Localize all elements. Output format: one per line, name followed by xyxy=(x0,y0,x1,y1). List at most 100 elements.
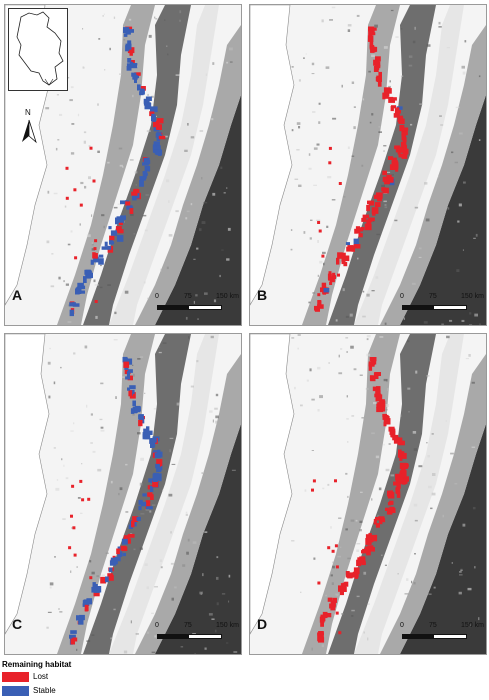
lost-habitat-cell xyxy=(373,65,379,72)
lost-habitat-cell xyxy=(376,386,381,394)
relief-texture xyxy=(185,217,188,220)
relief-texture xyxy=(190,136,195,139)
lost-habitat-cell xyxy=(373,519,377,525)
lost-habitat-cell xyxy=(398,449,402,456)
relief-texture xyxy=(221,249,224,251)
relief-texture xyxy=(450,452,454,455)
relief-texture xyxy=(360,491,363,493)
relief-texture xyxy=(297,347,299,350)
relief-texture xyxy=(223,192,226,194)
relief-texture xyxy=(471,381,475,384)
lost-habitat-cell xyxy=(399,455,403,461)
relief-texture xyxy=(137,432,141,435)
relief-texture xyxy=(160,566,163,569)
relief-texture xyxy=(70,570,72,573)
scale-bar-white xyxy=(433,634,467,639)
stable-habitat-cell xyxy=(154,453,161,459)
lost-habitat-cell xyxy=(94,239,98,243)
relief-texture xyxy=(439,115,442,117)
relief-texture xyxy=(190,385,194,388)
stable-habitat-cell xyxy=(132,400,136,406)
relief-texture xyxy=(97,103,99,106)
relief-texture xyxy=(55,487,60,491)
lost-habitat-cell xyxy=(402,131,407,137)
relief-texture xyxy=(365,387,369,390)
relief-texture xyxy=(119,487,123,491)
lost-habitat-cell xyxy=(382,170,387,176)
relief-texture xyxy=(351,609,355,612)
scale-bar-white xyxy=(188,634,222,639)
relief-texture xyxy=(326,225,329,228)
relief-texture xyxy=(463,181,466,184)
relief-texture xyxy=(373,402,377,405)
relief-texture xyxy=(77,497,81,499)
relief-texture xyxy=(353,368,357,371)
magdalena-valley xyxy=(109,5,219,325)
lost-habitat-cell xyxy=(346,246,352,252)
lost-habitat-cell xyxy=(366,219,371,226)
relief-texture xyxy=(389,80,391,83)
relief-texture xyxy=(451,151,454,154)
lost-habitat-cell xyxy=(373,59,380,66)
lost-habitat-cell xyxy=(149,111,155,117)
relief-texture xyxy=(378,487,382,491)
relief-texture xyxy=(298,79,301,82)
relief-texture xyxy=(446,47,450,49)
relief-texture xyxy=(113,608,116,611)
lost-habitat-cell xyxy=(330,600,336,607)
relief-texture xyxy=(403,317,405,320)
relief-texture xyxy=(53,192,58,195)
lost-habitat-cell xyxy=(382,176,387,182)
relief-texture xyxy=(427,455,430,458)
relief-texture xyxy=(117,203,122,205)
relief-texture xyxy=(387,388,389,391)
relief-texture xyxy=(69,99,73,102)
relief-texture xyxy=(322,487,325,490)
lost-habitat-cell xyxy=(327,273,332,280)
relief-texture xyxy=(418,256,422,258)
stable-habitat-cell xyxy=(107,245,112,250)
relief-texture xyxy=(95,315,98,319)
lost-habitat-cell xyxy=(402,144,407,152)
relief-texture xyxy=(356,595,360,598)
relief-texture xyxy=(153,408,157,410)
relief-texture xyxy=(353,106,356,108)
lost-habitat-cell xyxy=(158,135,166,140)
relief-texture xyxy=(134,171,138,174)
lost-habitat-cell xyxy=(84,604,89,612)
relief-texture xyxy=(91,214,93,217)
relief-texture xyxy=(311,450,314,451)
relief-texture xyxy=(316,219,321,221)
lost-habitat-cell xyxy=(327,546,331,550)
western-cordillera xyxy=(57,5,155,325)
lost-habitat-cell xyxy=(371,46,378,52)
relief-texture xyxy=(475,233,478,237)
relief-texture xyxy=(303,57,305,59)
relief-texture xyxy=(406,578,409,581)
scale-tick: 150 km xyxy=(216,293,239,300)
relief-texture xyxy=(347,29,351,32)
scale-bar-black xyxy=(157,305,189,310)
relief-texture xyxy=(419,103,423,105)
relief-texture xyxy=(464,40,467,43)
relief-texture xyxy=(328,362,330,364)
lost-habitat-cell xyxy=(152,480,159,488)
lost-habitat-cell xyxy=(376,403,382,408)
lost-habitat-cell xyxy=(401,153,408,159)
stable-habitat-cell xyxy=(136,516,141,521)
relief-texture xyxy=(166,266,169,270)
lost-habitat-cell xyxy=(332,597,337,603)
lost-habitat-cell xyxy=(321,254,325,258)
relief-texture xyxy=(449,319,453,322)
legend-label-stable: Stable xyxy=(33,686,56,695)
relief-texture xyxy=(317,274,319,277)
relief-texture xyxy=(128,18,132,21)
lost-habitat-cell xyxy=(402,148,409,155)
stable-habitat-cell xyxy=(78,619,84,625)
relief-texture xyxy=(197,318,199,320)
map-panel-c: C 0 75 150 km xyxy=(4,333,242,655)
relief-texture xyxy=(45,107,50,110)
lost-habitat-cell xyxy=(317,300,321,306)
lost-habitat-cell xyxy=(332,275,336,279)
relief-texture xyxy=(151,95,154,98)
